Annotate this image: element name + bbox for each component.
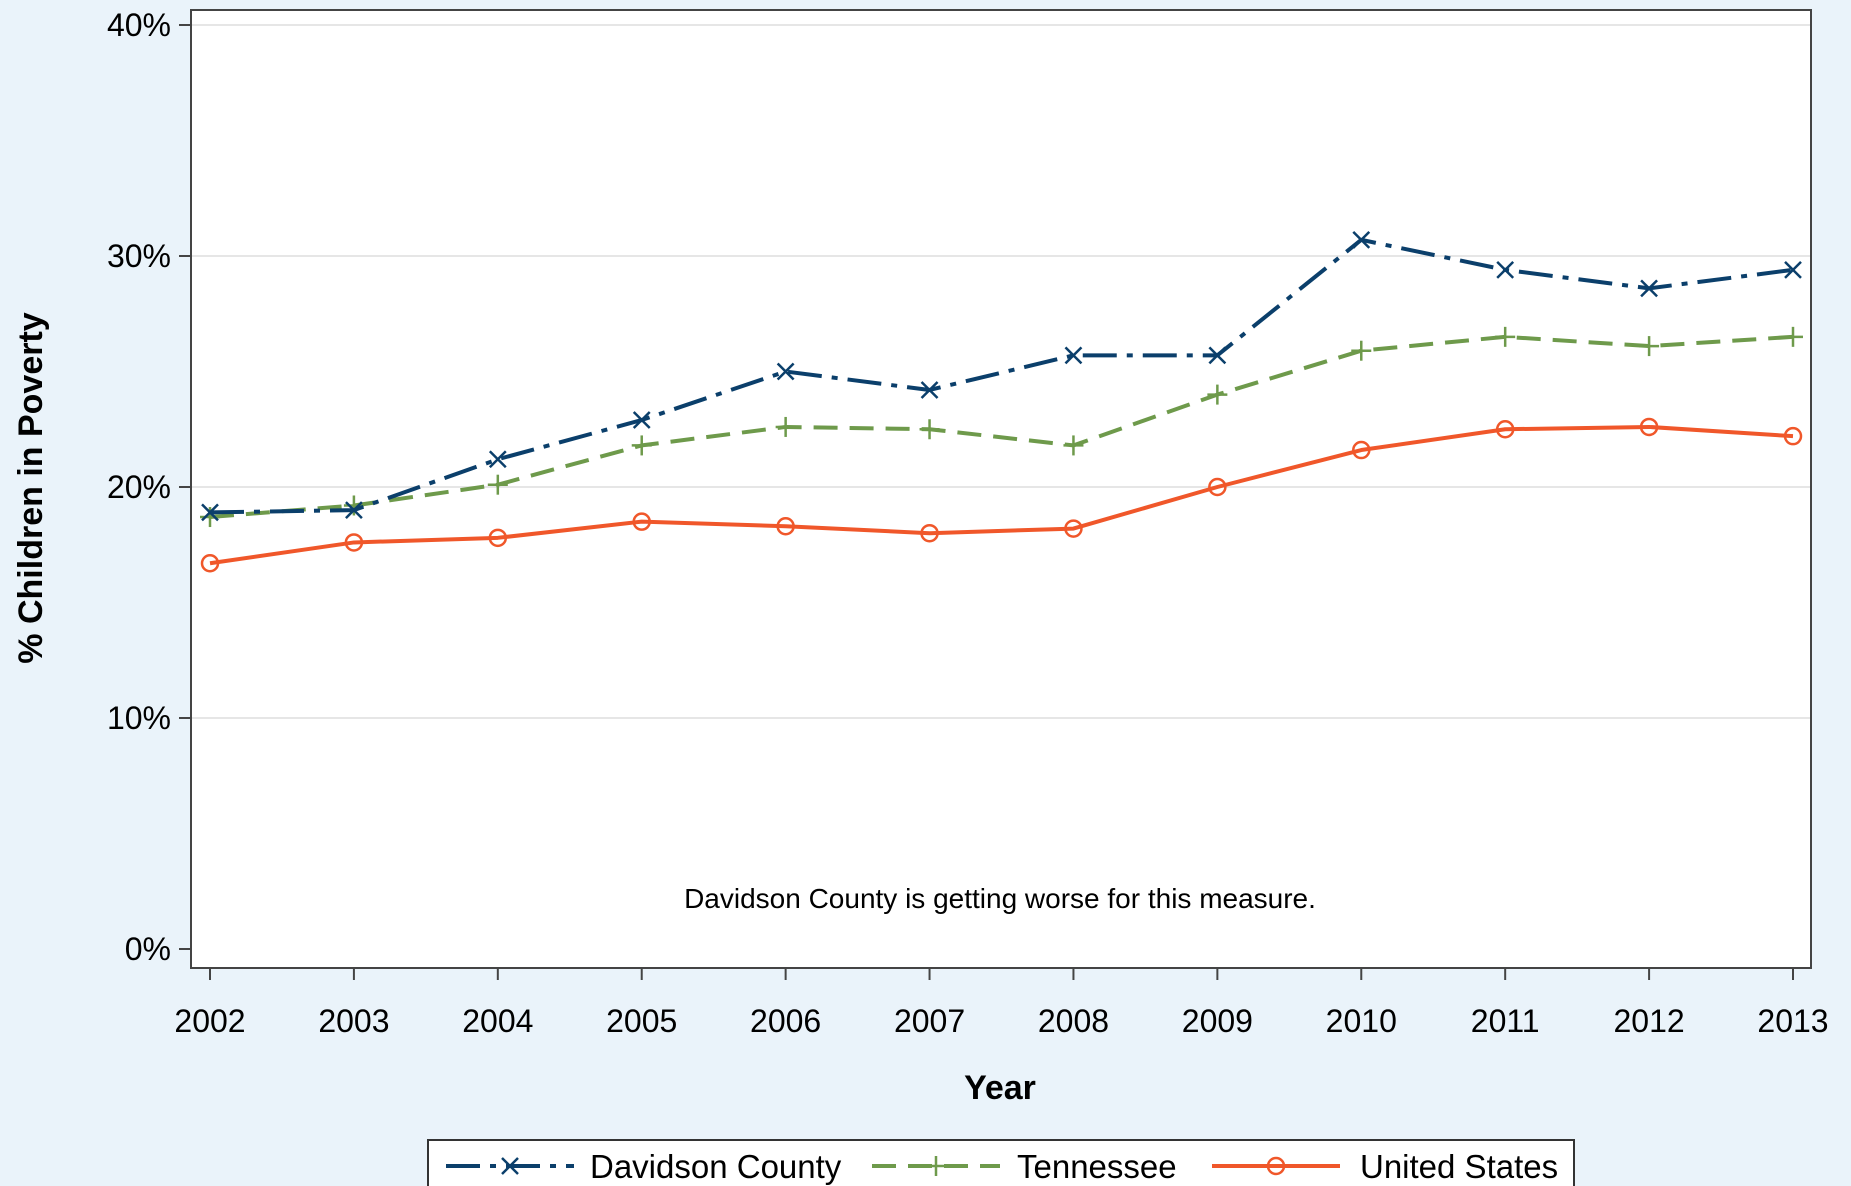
- series-line-davidson-county: [209, 237, 1794, 515]
- plot-area: [190, 9, 1812, 969]
- data-point-davidson-county: [1064, 346, 1083, 365]
- marker-stroke: [201, 503, 219, 522]
- data-point-united-states: [1064, 519, 1083, 538]
- data-point-united-states: [488, 528, 508, 548]
- data-point-united-states: [1495, 420, 1515, 439]
- marker-stroke: [1640, 279, 1658, 298]
- y-axis-title: % Children in Poverty: [12, 312, 50, 663]
- y-axis: 0% 10% 20% 30% 40%: [107, 7, 191, 967]
- data-point-tennessee: [775, 416, 796, 437]
- series-davidson-county: [201, 230, 1802, 522]
- chart-annotation: Davidson County is getting worse for thi…: [684, 883, 1316, 914]
- x-tick-label: 2011: [1471, 1003, 1540, 1039]
- data-point-united-states: [1783, 426, 1803, 446]
- legend-item-davidson-county: Davidson County: [446, 1148, 842, 1185]
- marker-stroke: [776, 362, 795, 381]
- series-tennessee: [200, 326, 1803, 528]
- marker-stroke: [501, 1157, 519, 1175]
- marker-stroke: [920, 381, 939, 399]
- legend-label: United States: [1360, 1148, 1558, 1185]
- marker-stroke: [1064, 346, 1083, 365]
- data-point-davidson-county: [1496, 260, 1515, 279]
- x-tick-label: 2008: [1038, 1003, 1109, 1039]
- data-point-tennessee: [487, 474, 508, 495]
- legend-box: [427, 1139, 1575, 1186]
- data-point-davidson-county: [1784, 260, 1802, 279]
- legend-item-united-states: United States: [1212, 1148, 1558, 1185]
- legend-label: Tennessee: [1017, 1148, 1177, 1185]
- series-united-states: [200, 417, 1803, 573]
- data-point-tennessee: [1063, 435, 1084, 456]
- marker-stroke: [1208, 346, 1227, 365]
- gridlines: [192, 24, 1810, 719]
- data-point-tennessee: [1207, 384, 1228, 405]
- marker-stroke: [1784, 260, 1802, 279]
- data-point-united-states: [1352, 440, 1371, 460]
- data-point-united-states: [200, 553, 220, 573]
- x-axis-title: Year: [964, 1069, 1036, 1107]
- y-tick-label: 30%: [107, 238, 171, 274]
- x-tick-label: 2009: [1182, 1003, 1253, 1039]
- data-point-davidson-county: [1208, 346, 1227, 365]
- data-point-tennessee: [343, 495, 364, 516]
- data-point-davidson-county: [1640, 279, 1658, 298]
- marker-stroke: [1496, 260, 1515, 279]
- legend-label: Davidson County: [590, 1148, 842, 1185]
- data-point-davidson-county: [345, 501, 363, 519]
- x-tick-label: 2007: [894, 1003, 965, 1039]
- data-point-tennessee: [200, 507, 220, 528]
- legend-swatch-marker: [1266, 1156, 1286, 1176]
- marker-stroke: [632, 411, 651, 429]
- data-point-tennessee: [1783, 326, 1803, 347]
- legend-swatch-marker: [926, 1156, 946, 1176]
- data-point-tennessee: [919, 419, 940, 440]
- x-tick-label: 2005: [606, 1003, 677, 1039]
- y-tick-label: 20%: [107, 469, 171, 505]
- x-tick-label: 2013: [1757, 1003, 1828, 1039]
- data-point-davidson-county: [920, 381, 939, 399]
- x-axis: 2002 2003 2004 2005 2006 2007 2008 2009 2010 2011…: [174, 968, 1829, 1039]
- data-point-davidson-county: [201, 503, 219, 522]
- x-tick-label: 2012: [1613, 1003, 1684, 1039]
- marker-stroke: [1352, 230, 1371, 249]
- data-point-tennessee: [1351, 340, 1372, 361]
- marker-stroke: [345, 501, 363, 519]
- legend-item-tennessee: Tennessee: [872, 1148, 1177, 1185]
- series-line-tennessee: [209, 334, 1794, 520]
- data-point-tennessee: [1495, 326, 1516, 347]
- x-tick-label: 2006: [750, 1003, 821, 1039]
- y-tick-label: 10%: [107, 700, 171, 736]
- data-point-tennessee: [1639, 336, 1660, 357]
- series-group: [200, 230, 1803, 573]
- data-point-united-states: [632, 512, 651, 531]
- x-tick-label: 2010: [1326, 1003, 1397, 1039]
- x-tick-label: 2003: [318, 1003, 389, 1039]
- data-point-united-states: [920, 523, 939, 543]
- data-point-davidson-county: [776, 362, 795, 381]
- y-tick-label: 0%: [125, 931, 171, 967]
- data-point-united-states: [344, 533, 364, 552]
- x-tick-label: 2004: [462, 1003, 533, 1039]
- x-tick-label: 2002: [174, 1003, 245, 1039]
- series-line-united-states: [209, 424, 1794, 566]
- legend-swatch-marker: [501, 1157, 519, 1175]
- data-point-davidson-county: [1352, 230, 1371, 249]
- data-point-united-states: [1639, 417, 1659, 437]
- data-point-davidson-county: [632, 411, 651, 429]
- data-point-davidson-county: [488, 450, 507, 469]
- data-point-united-states: [1208, 477, 1227, 497]
- data-point-united-states: [776, 517, 795, 536]
- legend: Davidson County Tennessee United States: [427, 1139, 1575, 1186]
- data-point-tennessee: [631, 435, 652, 456]
- y-tick-label: 40%: [107, 7, 171, 43]
- marker-stroke: [488, 450, 507, 469]
